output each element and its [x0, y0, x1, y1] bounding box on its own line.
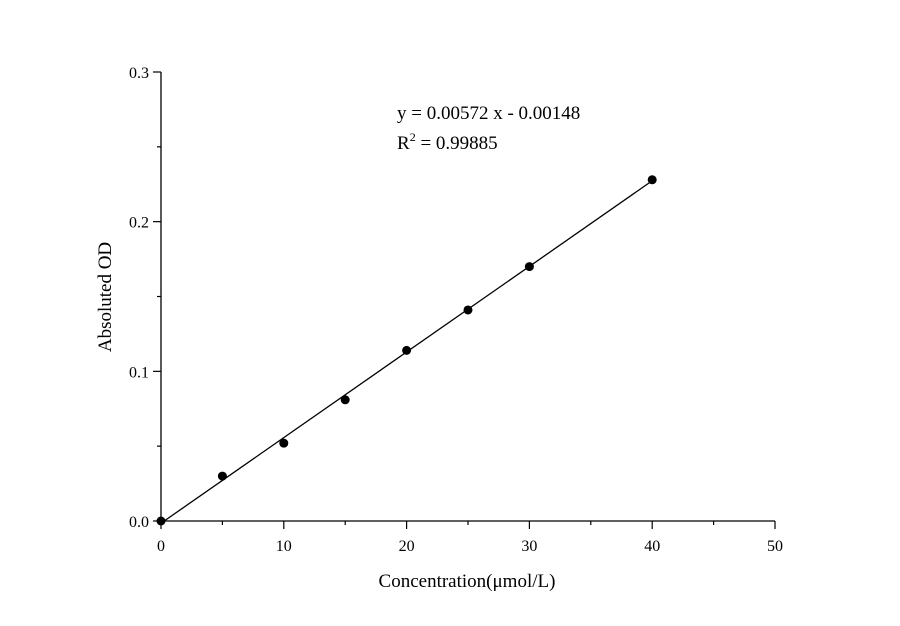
- r-squared-prefix: R: [397, 133, 410, 154]
- data-point: [463, 305, 473, 315]
- data-point: [217, 471, 227, 481]
- r-squared-value: = 0.99885: [416, 133, 498, 154]
- x-tick-label: 20: [399, 538, 415, 555]
- x-tick-label: 40: [644, 538, 660, 555]
- x-tick-label: 0: [157, 538, 165, 555]
- data-point: [524, 262, 534, 272]
- y-tick-label: 0.0: [129, 514, 149, 531]
- y-tick-label: 0.1: [129, 364, 149, 381]
- x-tick-label: 50: [767, 538, 783, 555]
- data-point: [647, 175, 657, 185]
- data-point: [340, 395, 350, 405]
- x-tick-label: 10: [276, 538, 292, 555]
- r-squared: R2 = 0.99885: [397, 130, 498, 154]
- y-tick-label: 0.2: [129, 215, 149, 232]
- x-axis-title: Concentration(μmol/L): [379, 571, 556, 592]
- r-squared-exponent: 2: [410, 130, 416, 144]
- data-point: [156, 516, 166, 526]
- y-ticks: 0.0 0.1 0.2 0.3: [129, 65, 161, 531]
- x-ticks: 0 10 20 30 40 50: [157, 521, 783, 555]
- data-point: [402, 345, 412, 355]
- fit-equation: y = 0.00572 x - 0.00148: [397, 103, 580, 124]
- data-points: [156, 175, 657, 526]
- y-axis-title: Absoluted OD: [95, 242, 116, 352]
- x-tick-label: 30: [521, 538, 537, 555]
- y-tick-label: 0.3: [129, 65, 149, 82]
- data-point: [279, 438, 289, 448]
